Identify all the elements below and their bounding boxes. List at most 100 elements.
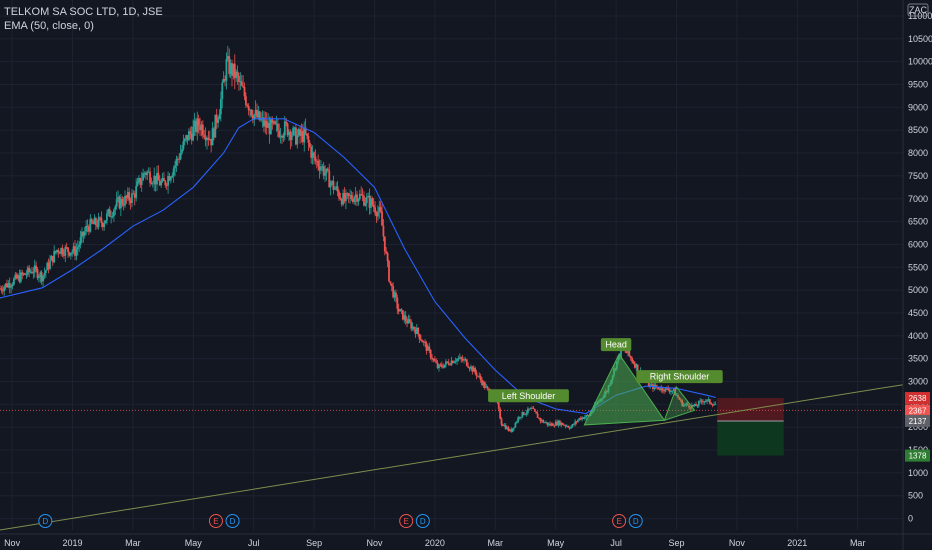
candle-body [432, 358, 435, 360]
candle-body [647, 380, 650, 388]
y-tick-label: 4500 [908, 308, 928, 318]
candle-body [470, 366, 472, 369]
candle-body [90, 218, 93, 223]
candle-body [663, 390, 665, 392]
candle-body [313, 152, 315, 157]
candle-body [635, 364, 638, 368]
candle-body [119, 198, 122, 209]
candle-body [221, 82, 224, 99]
candle-body [49, 260, 51, 269]
candle-body [415, 327, 418, 334]
candle-body [131, 193, 133, 203]
y-tick-label: 10500 [908, 34, 932, 44]
candle-body [65, 247, 68, 248]
candle-body [450, 360, 453, 366]
candle-body [322, 166, 325, 176]
candle-body [36, 269, 39, 279]
candle-body [224, 78, 226, 81]
candle-body [397, 308, 400, 312]
candle-body [560, 422, 563, 426]
candle-body [481, 380, 483, 386]
candle-body [42, 275, 44, 282]
candle-body [254, 109, 257, 115]
x-tick-label: May [185, 538, 203, 548]
candle-body [374, 207, 376, 213]
candle-body [376, 211, 379, 217]
ema-indicator-label[interactable]: EMA (50, close, 0) [4, 20, 94, 32]
candle-body [186, 135, 189, 141]
dividend-marker-icon [38, 514, 53, 528]
candle-body [688, 405, 690, 408]
x-tick-label: Nov [4, 538, 21, 548]
candle-body [483, 382, 486, 388]
candle-body [218, 114, 221, 120]
candle-body [533, 409, 536, 412]
candle-body [454, 361, 457, 362]
candle-body [506, 427, 508, 430]
candle-body [417, 327, 420, 334]
candle-body [300, 131, 303, 136]
candle-body [189, 131, 192, 134]
candle-body [464, 359, 467, 361]
y-tick-label: 3000 [908, 377, 928, 387]
candle-body [278, 130, 281, 137]
pattern-triangle-head [583, 353, 666, 426]
candle-body [502, 424, 504, 426]
candle-body [711, 404, 714, 406]
candle-body [261, 117, 264, 119]
symbol-title[interactable]: TELKOM SA SOC LTD, 1D, JSE [4, 6, 163, 18]
candle-body [539, 418, 542, 422]
candle-body [510, 429, 513, 432]
head-label-bg [600, 338, 632, 352]
candle-body [156, 172, 158, 185]
candle-body [702, 401, 704, 403]
candle-body [289, 131, 292, 141]
candle-body [143, 172, 146, 174]
candle-body [201, 124, 204, 136]
candle-body [285, 121, 288, 124]
candle-body [321, 166, 324, 168]
dividend-marker-label: D [230, 517, 236, 526]
candle-body [439, 364, 442, 366]
left-shoulder-label-bg [488, 389, 569, 403]
candle-body [336, 186, 339, 192]
candle-body [581, 417, 583, 420]
candle-body [89, 218, 92, 232]
candle-body [64, 247, 67, 256]
candle-body [214, 114, 217, 138]
candle-body [142, 173, 144, 181]
candle-body [150, 182, 153, 184]
candle-body [371, 198, 374, 205]
y-tick-label: 10000 [908, 57, 932, 67]
candle-body [331, 180, 333, 183]
candle-body [114, 206, 117, 211]
candle-body [627, 350, 629, 354]
candle-body [527, 408, 529, 413]
candle-body [11, 284, 14, 287]
candle-body [128, 192, 131, 201]
candle-body [107, 209, 110, 214]
candle-body [578, 418, 581, 421]
candle-body [406, 320, 408, 324]
candle-body [165, 185, 168, 186]
x-tick-label: Jul [248, 538, 260, 548]
time-axis[interactable]: Nov 2019 Mar May Jul Sep Nov 2020 Mar May Jul Sep No… [0, 533, 932, 548]
candle-body [163, 177, 165, 181]
candle-body [144, 172, 147, 175]
candle-body [429, 349, 432, 358]
candle-body [446, 361, 449, 363]
candle-body [683, 404, 686, 406]
candle-body [297, 129, 300, 136]
candle-body [251, 115, 254, 120]
candle-body [326, 168, 329, 171]
candle-body [318, 166, 321, 171]
chart-legend: TELKOM SA SOC LTD, 1D, JSE EMA (50, clos… [4, 5, 163, 33]
candle-body [540, 420, 543, 422]
candle-body [393, 292, 396, 298]
candle-body [76, 247, 79, 250]
candle-body [524, 414, 527, 416]
candle-body [139, 178, 142, 185]
candle-body [404, 315, 407, 321]
candle-body [276, 123, 279, 131]
